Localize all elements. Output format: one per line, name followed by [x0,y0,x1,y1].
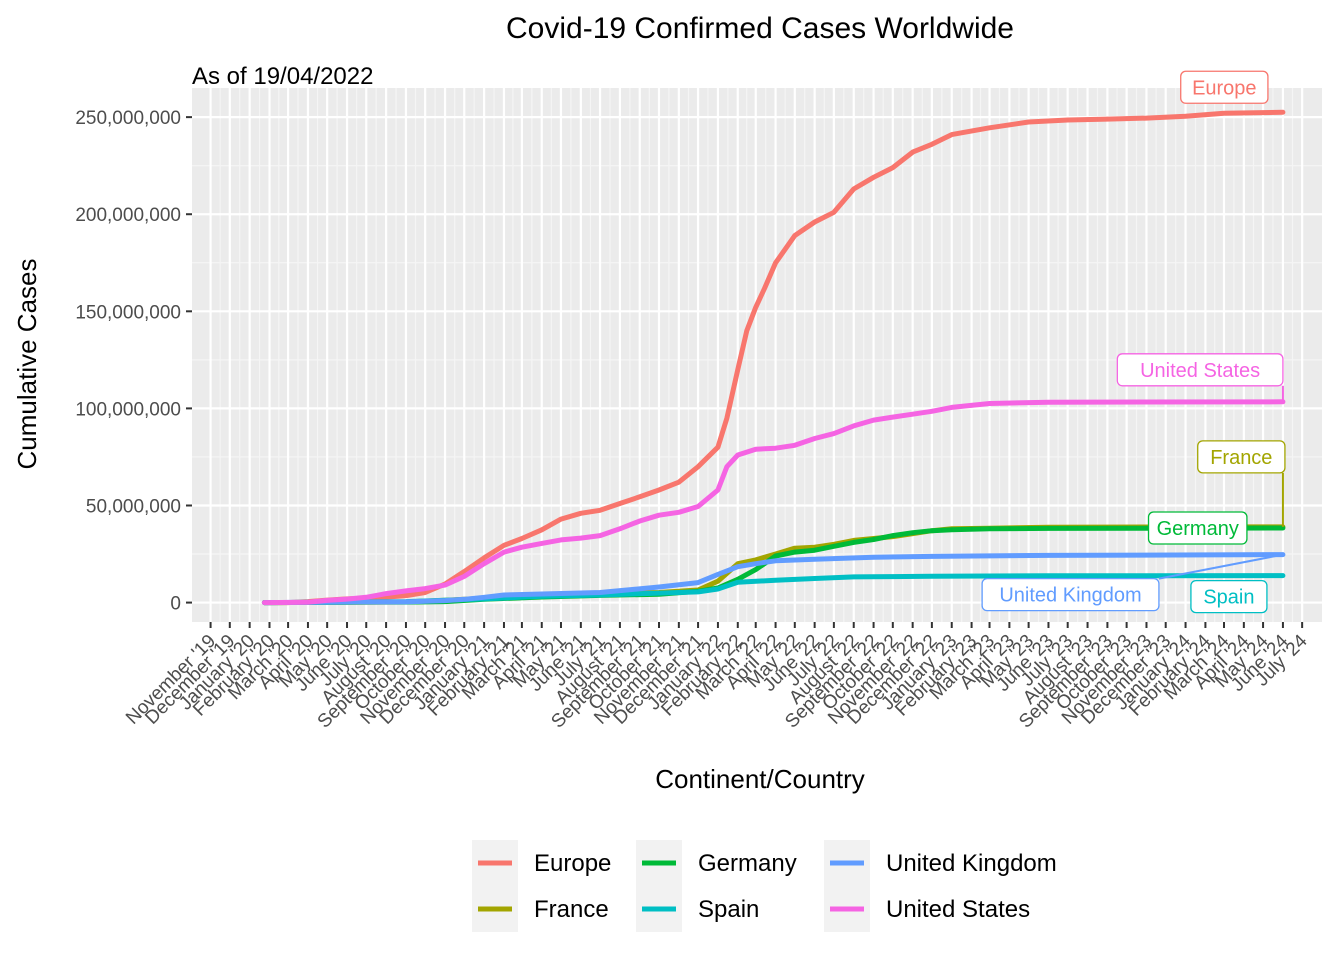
chart-title: Covid-19 Confirmed Cases Worldwide [506,12,1014,45]
y-tick-label: 150,000,000 [75,302,181,323]
series-label-box [1197,440,1286,474]
x-axis-title: Continent/Country [655,764,865,794]
legend-label: United Kingdom [886,850,1057,877]
y-tick-label: 250,000,000 [75,108,181,129]
label-leader-line [1158,553,1284,580]
series-line [261,552,1286,606]
legend-label: France [534,896,609,923]
y-tick-label: 100,000,000 [75,399,181,420]
legend: Europe France Germany Spain United Kingdom Un… [472,840,1057,932]
series-label-box [1190,579,1268,614]
series-label: Spain [1203,587,1254,609]
series-label: France [1210,447,1272,469]
y-tick-label: 50,000,000 [86,496,181,517]
y-tick-label: 200,000,000 [75,205,181,226]
series-label: United Kingdom [999,585,1141,607]
series-line [261,109,1286,606]
series-line [261,399,1286,606]
series-label: United States [1140,360,1260,382]
y-axis: 0 50,000,000 100,000,000 150,000,000 200,000… [75,108,192,615]
legend-label: Germany [698,850,797,877]
legend-label: Europe [534,850,611,877]
series-label-box [981,577,1160,612]
legend-label: Spain [698,896,759,923]
series-label-box [1116,353,1284,387]
series-lines [261,109,1286,606]
y-tick-label: 0 [170,594,181,615]
y-axis-title: Cumulative Cases [12,259,42,470]
series-label: Germany [1157,518,1239,540]
series-label: Europe [1192,77,1257,99]
chart-subtitle: As of 19/04/2022 [192,63,373,90]
series-label-box [1147,511,1248,545]
legend-label: United States [886,896,1030,923]
series-labels: Europe France Germany Spain United Kingdom Un… [981,70,1286,614]
series-label-box [1180,70,1269,104]
